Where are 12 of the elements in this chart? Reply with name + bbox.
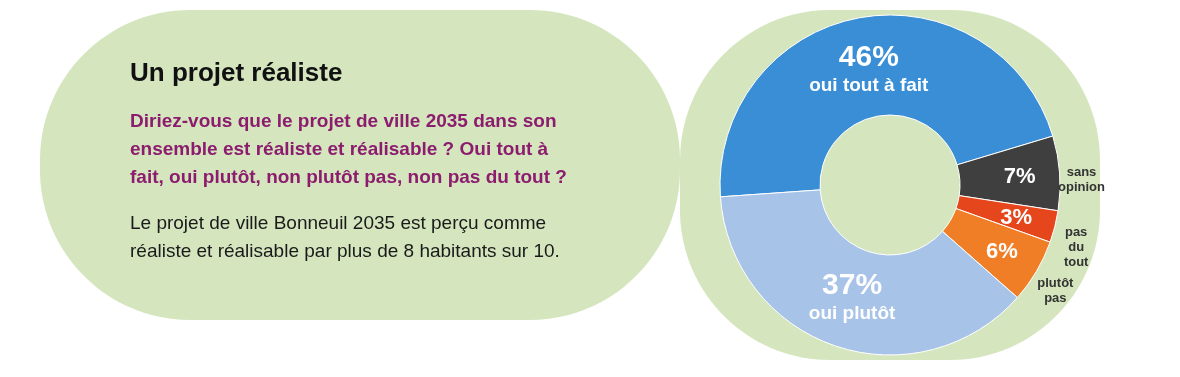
slice-label: oui tout à fait xyxy=(809,73,930,95)
data-label: 37% xyxy=(822,266,883,300)
slice-label: oui plutôt xyxy=(808,301,897,323)
data-label: 3% xyxy=(1000,203,1032,229)
text: Le projet de ville Bonneuil 2035 est perçu comme réaliste et réalisable par plus de 8 habitants sur 10. xyxy=(130,212,560,261)
slice-label: pas du tout xyxy=(1063,224,1090,270)
data-label: 6% xyxy=(986,238,1018,264)
text: Diriez-vous que le projet de ville 2035 dans son ensemble est réaliste et réalisable ? Oui tout à fait, oui plutôt, non plutôt pas, non pas du tout ? xyxy=(130,110,567,187)
slice-label: plutôt pas xyxy=(1037,274,1075,305)
data-label: 46% xyxy=(838,38,899,72)
text: Un projet réaliste xyxy=(130,57,343,87)
data-label: 7% xyxy=(1003,162,1036,188)
